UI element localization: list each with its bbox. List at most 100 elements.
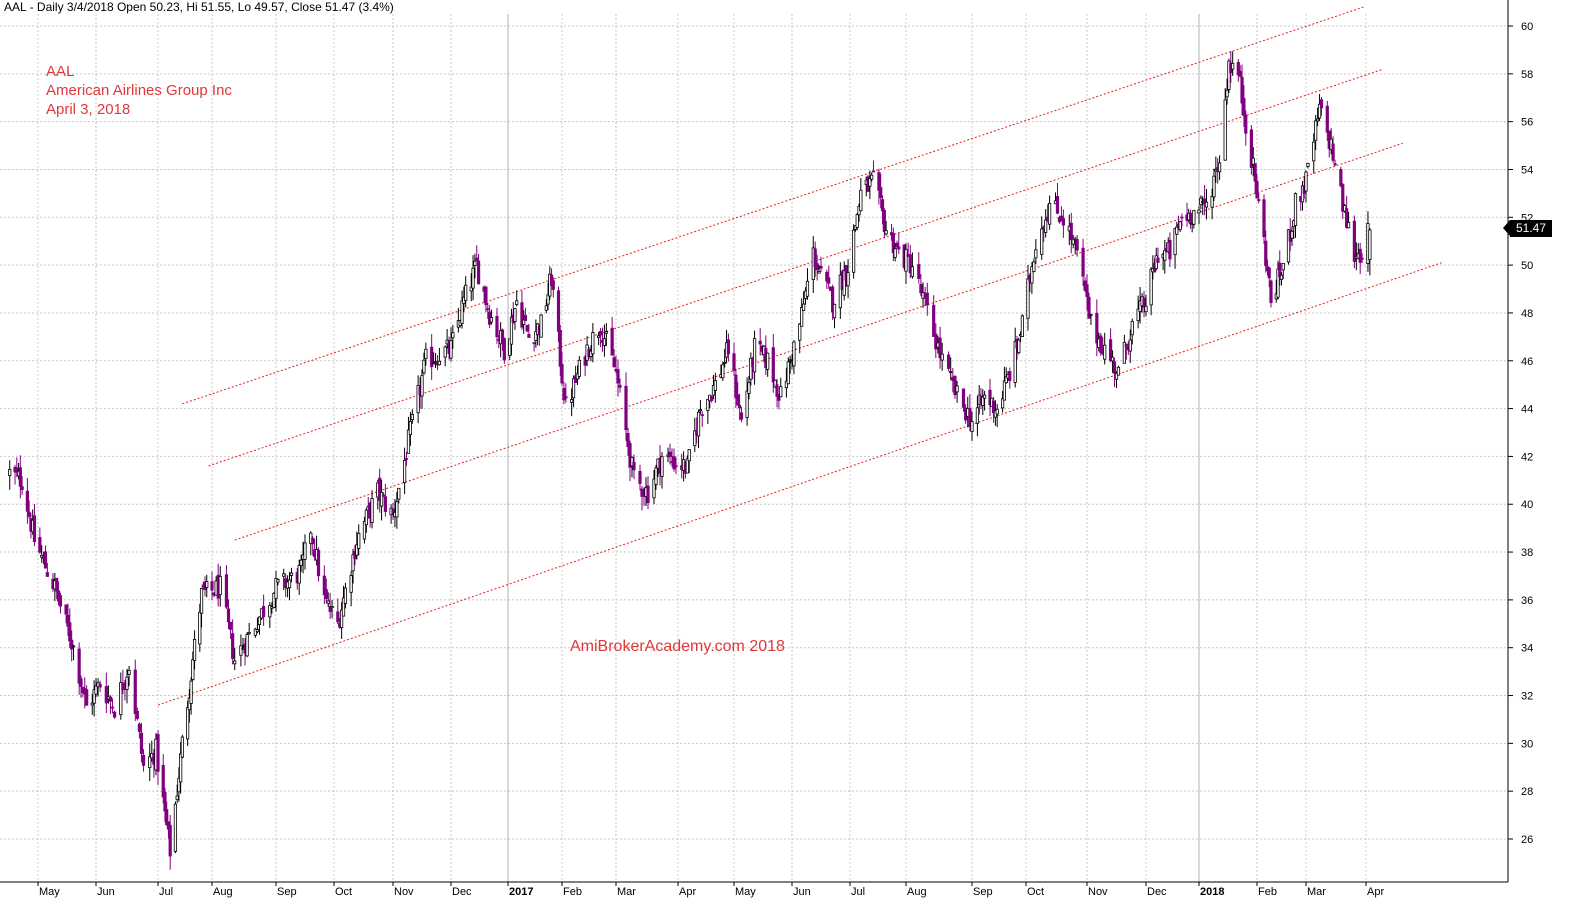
company-annotation: American Airlines Group Inc: [46, 82, 232, 99]
candle: [698, 400, 703, 415]
y-tick-label: 48: [1521, 308, 1533, 320]
candle-body: [420, 375, 424, 397]
candle: [515, 290, 519, 307]
candle: [827, 265, 831, 289]
candle: [739, 406, 744, 423]
candle-body: [1262, 199, 1266, 238]
y-tick-label: 36: [1521, 595, 1533, 607]
candle: [513, 308, 517, 330]
candle-body: [612, 357, 616, 368]
candle-body: [1168, 239, 1172, 260]
candle-body: [802, 303, 806, 311]
candle: [486, 302, 490, 319]
candle: [489, 309, 494, 325]
candle: [71, 644, 76, 661]
candle-body: [961, 388, 966, 408]
candle: [191, 651, 195, 682]
candle-body: [534, 331, 538, 341]
candle-body: [289, 572, 294, 576]
candle: [859, 178, 863, 212]
candle: [946, 351, 951, 372]
candle-body: [646, 485, 650, 504]
candle-body: [877, 172, 881, 191]
candle-body: [104, 686, 108, 704]
candle: [932, 295, 936, 337]
candle-body: [168, 824, 172, 857]
candle-body: [752, 338, 757, 373]
candle: [640, 486, 644, 511]
candle-body: [473, 260, 477, 266]
candle: [745, 377, 749, 426]
candle-body: [340, 609, 344, 629]
y-tick-label: 50: [1521, 260, 1533, 272]
candle: [917, 252, 921, 284]
candle: [336, 598, 340, 625]
candle-body: [1279, 274, 1284, 280]
candle: [1255, 173, 1259, 199]
candle: [1173, 227, 1177, 269]
candle: [832, 303, 837, 329]
candle: [800, 298, 804, 327]
candle: [938, 326, 942, 369]
candle-body: [938, 337, 942, 359]
candle: [135, 707, 139, 721]
candle: [779, 377, 783, 398]
candle-body: [934, 333, 938, 350]
candle: [1168, 232, 1172, 268]
candle: [77, 642, 81, 695]
y-tick-label: 58: [1521, 69, 1533, 81]
candle-body: [870, 174, 874, 180]
candle: [879, 173, 883, 209]
candle-body: [786, 361, 790, 385]
candle-body: [1314, 120, 1318, 141]
candle: [1217, 155, 1222, 181]
candle-body: [880, 199, 885, 212]
candle: [449, 327, 453, 362]
candle: [1085, 273, 1089, 311]
candle: [564, 383, 568, 403]
candle-body: [1325, 105, 1329, 133]
candle: [591, 323, 595, 363]
candle-body: [551, 280, 555, 290]
candle-body: [326, 600, 330, 604]
candle-body: [852, 229, 856, 273]
candle: [1346, 211, 1351, 229]
candle-body: [624, 385, 628, 431]
x-tick-label: Aug: [213, 886, 233, 898]
candle-body: [1026, 278, 1030, 319]
candle: [846, 259, 850, 299]
x-tick-label: May: [39, 886, 60, 898]
candle-body: [1095, 312, 1099, 344]
candle: [239, 634, 243, 667]
candle-body: [364, 509, 368, 526]
candle: [583, 355, 587, 377]
candle: [173, 801, 178, 854]
candle-body: [328, 606, 332, 612]
candle: [443, 345, 447, 367]
candle-body: [378, 477, 382, 501]
candle: [484, 285, 488, 313]
candle-body: [156, 733, 160, 772]
y-tick-label: 54: [1521, 164, 1533, 176]
candle-body: [610, 327, 614, 356]
candle-body: [1312, 141, 1316, 162]
candle-body: [66, 614, 70, 627]
candle-body: [199, 588, 204, 614]
candle-body: [218, 576, 222, 596]
candle-body: [687, 449, 691, 462]
candle: [1004, 367, 1008, 384]
candle: [868, 170, 872, 200]
candle-body: [180, 736, 184, 758]
trend-lines: [157, 6, 1442, 706]
candle: [1242, 85, 1246, 127]
candle: [784, 367, 788, 398]
candle-body: [476, 260, 481, 285]
candle: [788, 355, 792, 374]
candle: [430, 334, 434, 380]
candle: [904, 243, 908, 285]
candle-body: [70, 639, 74, 650]
candle: [1130, 318, 1134, 345]
candle-body: [125, 676, 129, 690]
candle: [988, 378, 992, 417]
